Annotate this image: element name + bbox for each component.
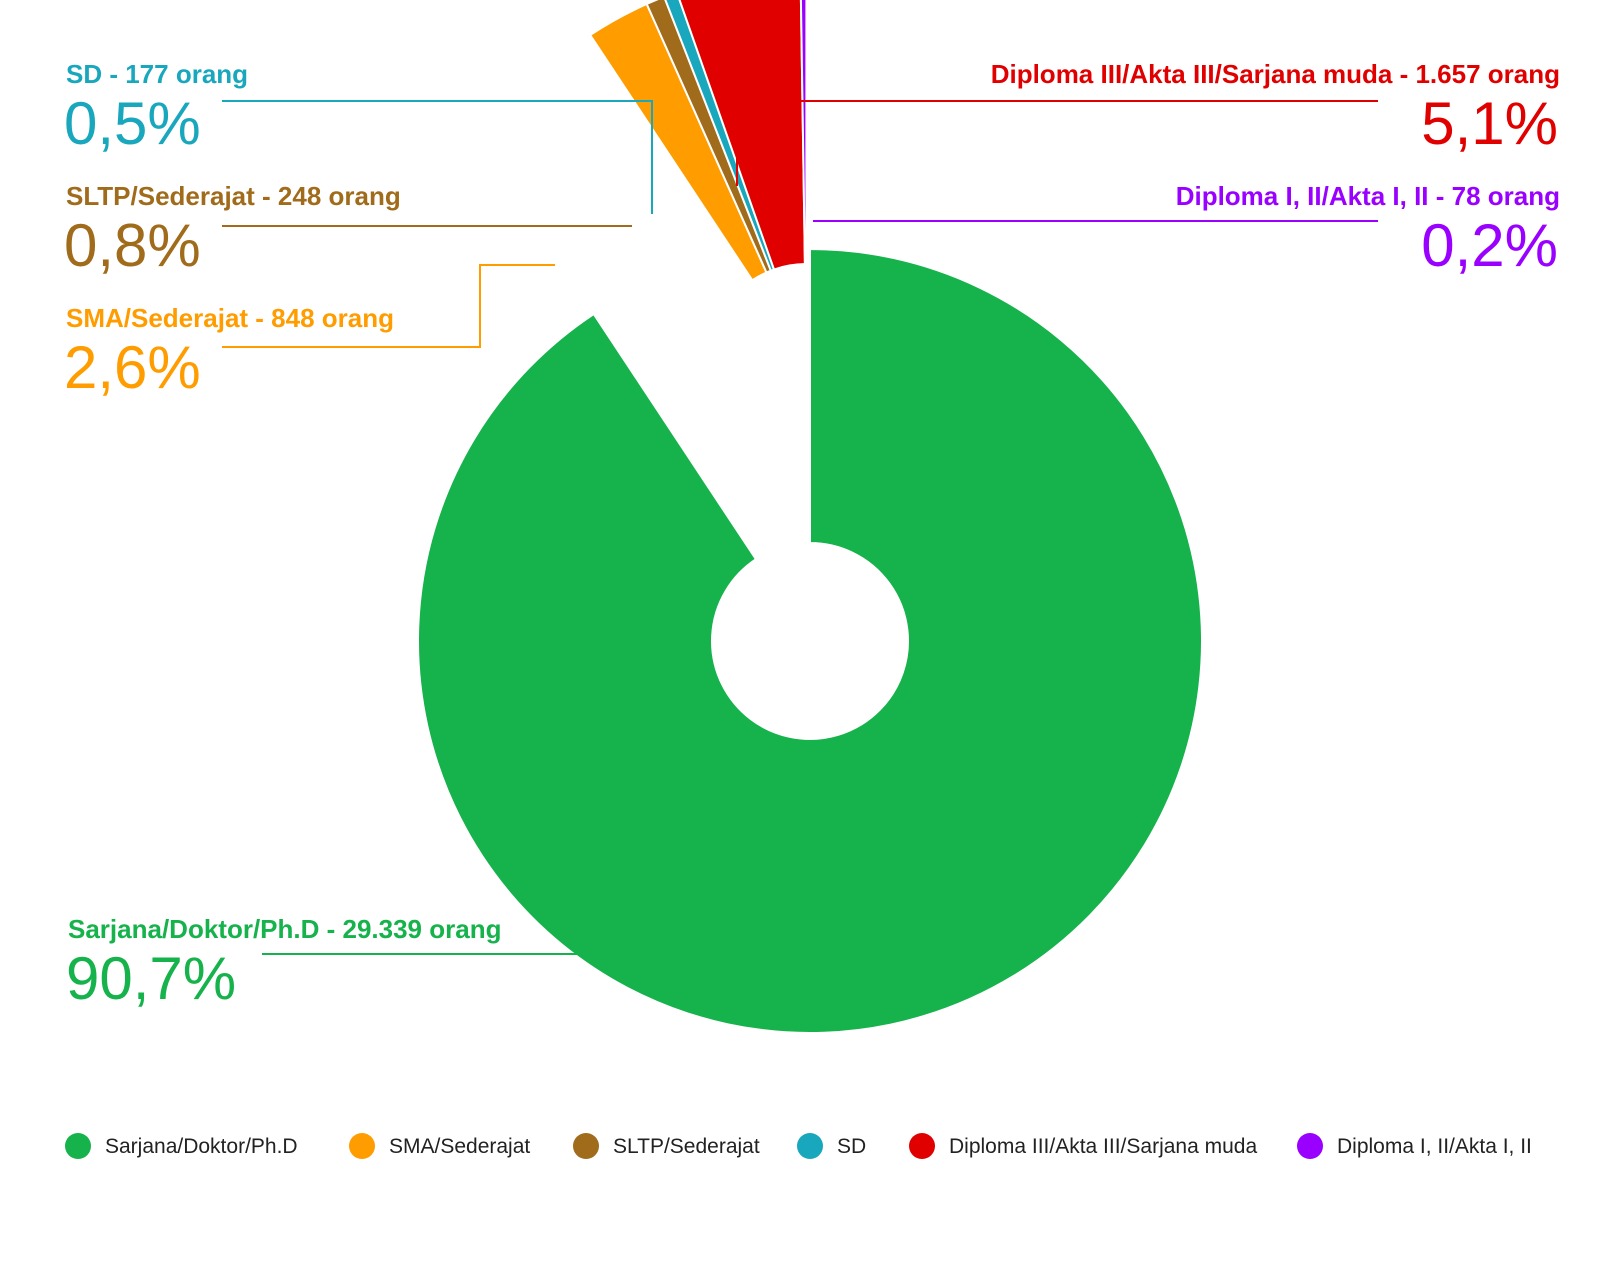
leader-line-d3 bbox=[736, 100, 1378, 186]
legend-label-sltp: SLTP/Sederajat bbox=[613, 1135, 760, 1158]
legend-label-sma: SMA/Sederajat bbox=[389, 1135, 530, 1158]
leader-lines bbox=[222, 100, 1378, 955]
pie-slices bbox=[417, 0, 1203, 1034]
legend-swatch-d12 bbox=[1297, 1133, 1323, 1159]
legend-swatch-sd bbox=[797, 1133, 823, 1159]
slice-sarjana bbox=[417, 247, 1203, 1034]
slice-annotation-sltp: SLTP/Sederajat - 248 orang bbox=[66, 181, 401, 211]
legend-swatch-d3 bbox=[909, 1133, 935, 1159]
slice-percent-d3: 5,1% bbox=[1421, 90, 1558, 157]
legend-swatch-sma bbox=[349, 1133, 375, 1159]
legend-label-sd: SD bbox=[837, 1135, 866, 1158]
slice-annotation-sd: SD - 177 orang bbox=[66, 59, 248, 89]
legend-label-d3: Diploma III/Akta III/Sarjana muda bbox=[949, 1135, 1257, 1158]
slice-annotation-d3: Diploma III/Akta III/Sarjana muda - 1.65… bbox=[991, 59, 1560, 89]
slice-annotation-d12: Diploma I, II/Akta I, II - 78 orang bbox=[1176, 181, 1560, 211]
slice-annotation-sma: SMA/Sederajat - 848 orang bbox=[66, 303, 394, 333]
slice-percent-sltp: 0,8% bbox=[64, 212, 201, 279]
slice-d12 bbox=[799, 0, 808, 266]
legend: Sarjana/Doktor/Ph.D SMA/Sederajat SLTP/Sed… bbox=[65, 1133, 1532, 1159]
legend-swatch-sarjana bbox=[65, 1133, 91, 1159]
slice-percent-sma: 2,6% bbox=[64, 334, 201, 401]
slice-d3 bbox=[678, 0, 806, 271]
slice-percent-d12: 0,2% bbox=[1421, 212, 1558, 279]
leader-line-sd bbox=[222, 100, 653, 214]
slice-annotation-sarjana: Sarjana/Doktor/Ph.D - 29.339 orang bbox=[68, 914, 501, 944]
slice-percent-sd: 0,5% bbox=[64, 90, 201, 157]
legend-label-sarjana: Sarjana/Doktor/Ph.D bbox=[105, 1135, 298, 1158]
leader-line-sma bbox=[222, 264, 555, 348]
legend-swatch-sltp bbox=[573, 1133, 599, 1159]
slice-percent-sarjana: 90,7% bbox=[66, 945, 236, 1012]
legend-label-d12: Diploma I, II/Akta I, II bbox=[1337, 1135, 1532, 1158]
